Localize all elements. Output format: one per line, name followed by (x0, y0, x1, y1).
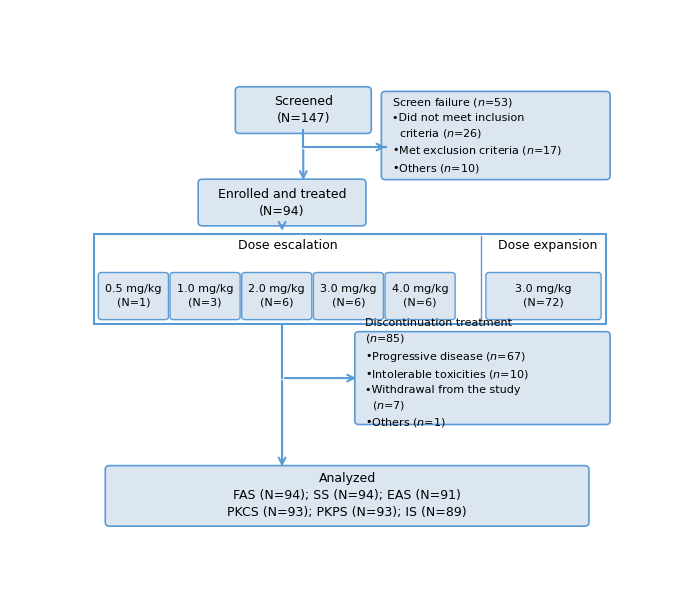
FancyBboxPatch shape (170, 272, 240, 320)
FancyBboxPatch shape (105, 466, 589, 526)
FancyBboxPatch shape (236, 87, 371, 133)
Text: 4.0 mg/kg
(N=6): 4.0 mg/kg (N=6) (392, 284, 449, 308)
Text: 2.0 mg/kg
(N=6): 2.0 mg/kg (N=6) (249, 284, 305, 308)
FancyBboxPatch shape (313, 272, 384, 320)
Text: 1.0 mg/kg
(N=3): 1.0 mg/kg (N=3) (177, 284, 234, 308)
Text: Dose escalation: Dose escalation (238, 239, 337, 252)
Text: Screened
(N=147): Screened (N=147) (274, 95, 333, 125)
FancyBboxPatch shape (382, 91, 610, 179)
FancyBboxPatch shape (486, 272, 601, 320)
Text: 3.0 mg/kg
(N=72): 3.0 mg/kg (N=72) (515, 284, 572, 308)
Text: 0.5 mg/kg
(N=1): 0.5 mg/kg (N=1) (105, 284, 162, 308)
Text: Analyzed
FAS (N=94); SS (N=94); EAS (N=91)
PKCS (N=93); PKPS (N=93); IS (N=89): Analyzed FAS (N=94); SS (N=94); EAS (N=9… (227, 472, 467, 520)
FancyBboxPatch shape (198, 179, 366, 226)
FancyBboxPatch shape (99, 272, 169, 320)
FancyBboxPatch shape (242, 272, 312, 320)
Text: 3.0 mg/kg
(N=6): 3.0 mg/kg (N=6) (320, 284, 377, 308)
Text: Discontinuation treatment
($n$=85)
•Progressive disease ($n$=67)
•Intolerable to: Discontinuation treatment ($n$=85) •Prog… (365, 318, 530, 429)
FancyBboxPatch shape (385, 272, 455, 320)
Bar (94, 234, 606, 324)
Text: Enrolled and treated
(N=94): Enrolled and treated (N=94) (218, 188, 347, 218)
Text: Dose expansion: Dose expansion (498, 239, 597, 252)
Text: Screen failure ($n$=53)
•Did not meet inclusion
  criteria ($n$=26)
•Met exclusi: Screen failure ($n$=53) •Did not meet in… (392, 97, 562, 175)
FancyBboxPatch shape (355, 332, 610, 425)
